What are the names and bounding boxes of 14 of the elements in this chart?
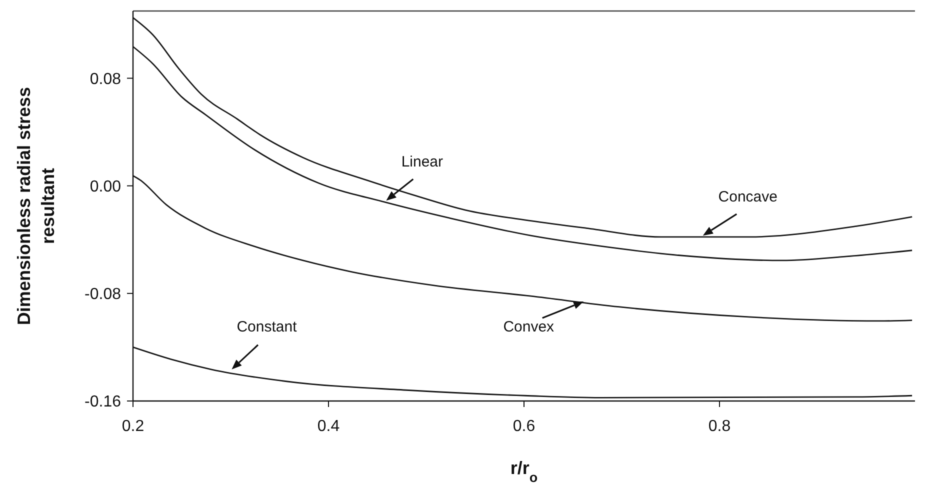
annotation: Concave — [718, 188, 778, 206]
y-axis-title: Dimensionless radial stress resultant — [14, 86, 58, 326]
annotation: Linear — [401, 154, 444, 171]
y-tick-label: 0.08 — [90, 70, 122, 88]
y-tick-label: 0.00 — [90, 178, 122, 196]
annotation: Convex — [503, 318, 555, 336]
annotation: Constant — [236, 318, 298, 336]
x-tick-label: 0.2 — [122, 418, 144, 435]
x-axis-title: r/r$_{o}$ — [510, 458, 538, 484]
y-tick-label: -0.16 — [84, 394, 122, 411]
y-tick-label: -0.08 — [84, 286, 122, 304]
x-tick-label: 0.6 — [512, 418, 536, 435]
x-tick-label: 0.4 — [317, 418, 340, 435]
x-tick-label: 0.8 — [708, 418, 731, 435]
